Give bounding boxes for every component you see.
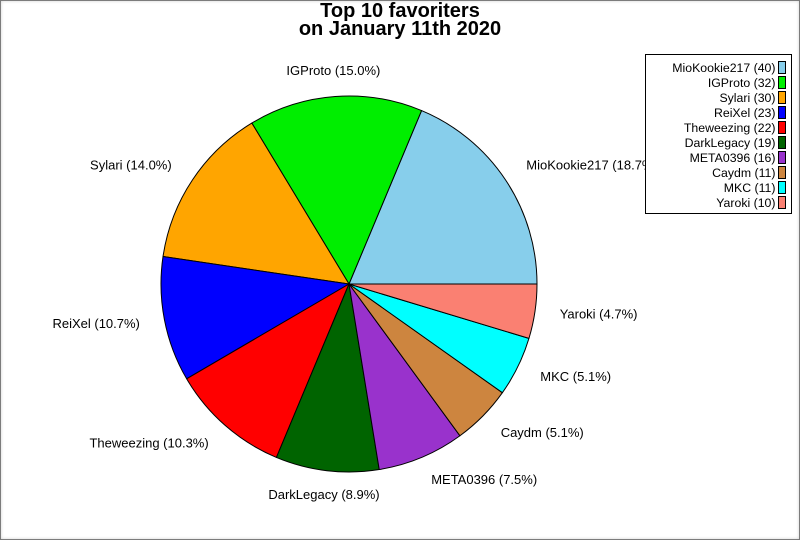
svg-text:Yaroki (4.7%): Yaroki (4.7%) xyxy=(560,307,638,322)
svg-text:DarkLegacy (8.9%): DarkLegacy (8.9%) xyxy=(268,487,379,502)
svg-text:IGProto (15.0%): IGProto (15.0%) xyxy=(286,63,380,78)
svg-text:META0396 (7.5%): META0396 (7.5%) xyxy=(431,472,537,487)
svg-text:Sylari (14.0%): Sylari (14.0%) xyxy=(90,157,172,172)
svg-text:Theweezing (10.3%): Theweezing (10.3%) xyxy=(89,436,208,451)
svg-text:ReiXel (10.7%): ReiXel (10.7%) xyxy=(52,316,139,331)
svg-text:MioKookie217 (18.7%): MioKookie217 (18.7%) xyxy=(526,157,658,172)
svg-text:MKC (5.1%): MKC (5.1%) xyxy=(540,369,611,384)
svg-text:Caydm (5.1%): Caydm (5.1%) xyxy=(501,425,584,440)
